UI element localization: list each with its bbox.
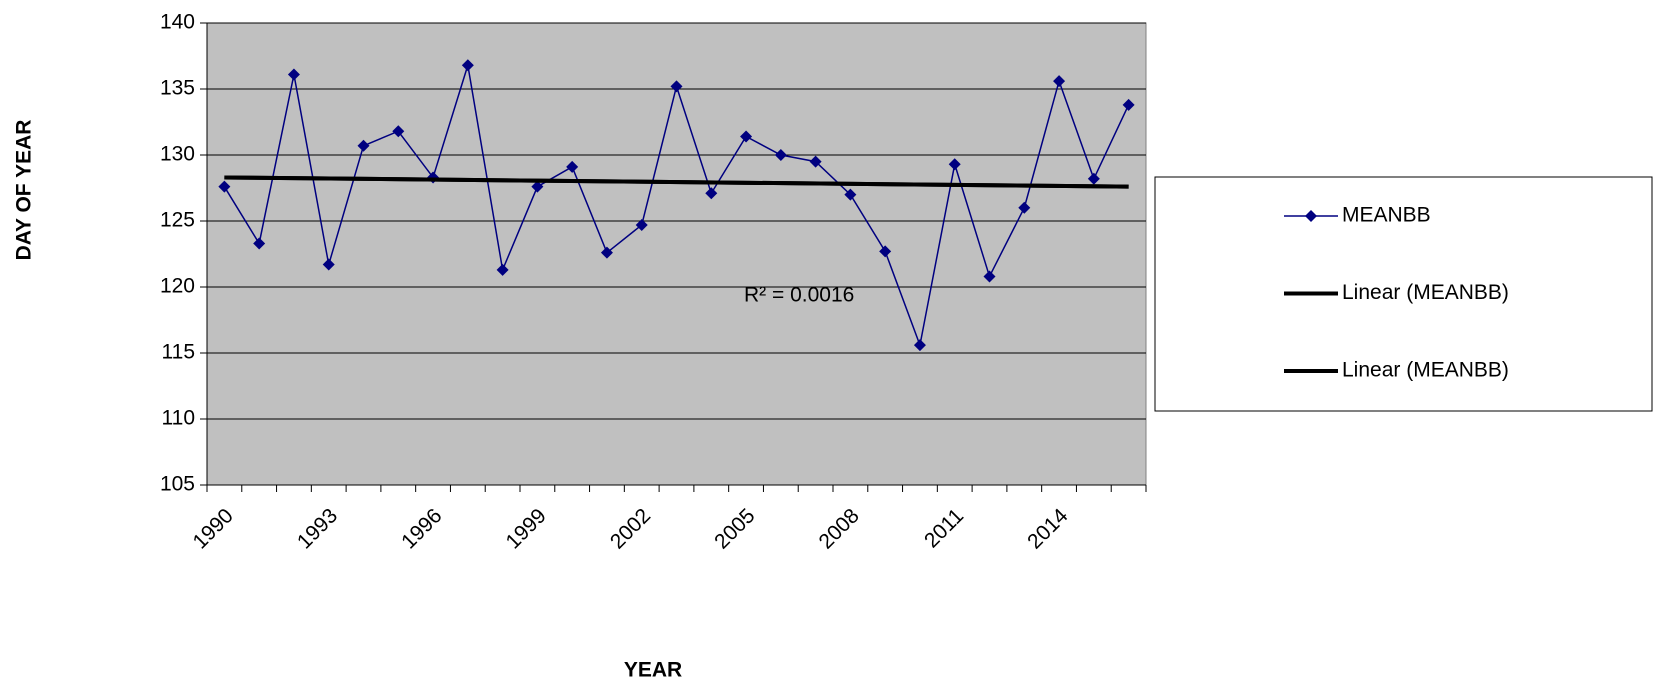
- data-point: [948, 158, 961, 171]
- x-tick-label: 2005: [710, 504, 759, 553]
- x-tick-label: 1999: [502, 504, 551, 553]
- x-tick-label: 1990: [189, 504, 238, 553]
- data-point: [879, 245, 892, 258]
- legend-box: [1154, 176, 1653, 412]
- data-point: [844, 188, 857, 201]
- data-point: [461, 59, 474, 72]
- data-point: [1122, 98, 1135, 111]
- data-point: [496, 263, 509, 276]
- annotation: R² = 0.0016: [744, 284, 854, 307]
- y-tick-label: 105: [160, 473, 195, 496]
- trend-line: [224, 175, 1129, 189]
- y-tick-label: 125: [160, 209, 195, 232]
- legend-marker: [1305, 210, 1317, 222]
- x-tick-label: 2008: [815, 504, 864, 553]
- data-point: [670, 80, 683, 93]
- data-point: [392, 125, 405, 138]
- legend-label: Linear (MEANBB): [1342, 359, 1509, 382]
- y-tick-label: 140: [160, 11, 195, 34]
- x-tick-label: 2002: [606, 504, 655, 553]
- y-tick-label: 135: [160, 77, 195, 100]
- data-point: [983, 270, 996, 283]
- data-point: [566, 160, 579, 173]
- data-point: [705, 187, 718, 200]
- data-point: [287, 68, 300, 81]
- data-point: [635, 218, 648, 231]
- data-point: [253, 237, 266, 250]
- x-tick-label: 2011: [920, 504, 968, 552]
- legend-label: Linear (MEANBB): [1342, 281, 1509, 304]
- y-tick-label: 120: [160, 275, 195, 298]
- data-point: [1018, 201, 1031, 214]
- data-point: [322, 258, 335, 271]
- plot-area: [206, 22, 1147, 486]
- y-axis-title: DAY OF YEAR: [13, 120, 36, 261]
- data-point: [913, 339, 926, 352]
- x-tick-label: 2014: [1023, 504, 1073, 554]
- x-tick-label: 1993: [293, 504, 342, 553]
- x-axis-title: YEAR: [624, 659, 682, 682]
- data-point: [809, 155, 822, 168]
- data-point: [600, 246, 613, 259]
- data-point: [218, 180, 231, 193]
- data-point: [357, 139, 370, 152]
- y-tick-label: 115: [162, 341, 195, 364]
- y-tick-label: 130: [160, 143, 195, 166]
- data-point: [1087, 172, 1100, 185]
- data-point: [740, 130, 753, 143]
- data-point: [774, 149, 787, 161]
- y-tick-label: 110: [162, 407, 195, 430]
- legend-label: MEANBB: [1342, 204, 1431, 227]
- x-tick-label: 1996: [397, 504, 446, 553]
- data-point: [531, 180, 544, 193]
- data-point: [1053, 75, 1066, 88]
